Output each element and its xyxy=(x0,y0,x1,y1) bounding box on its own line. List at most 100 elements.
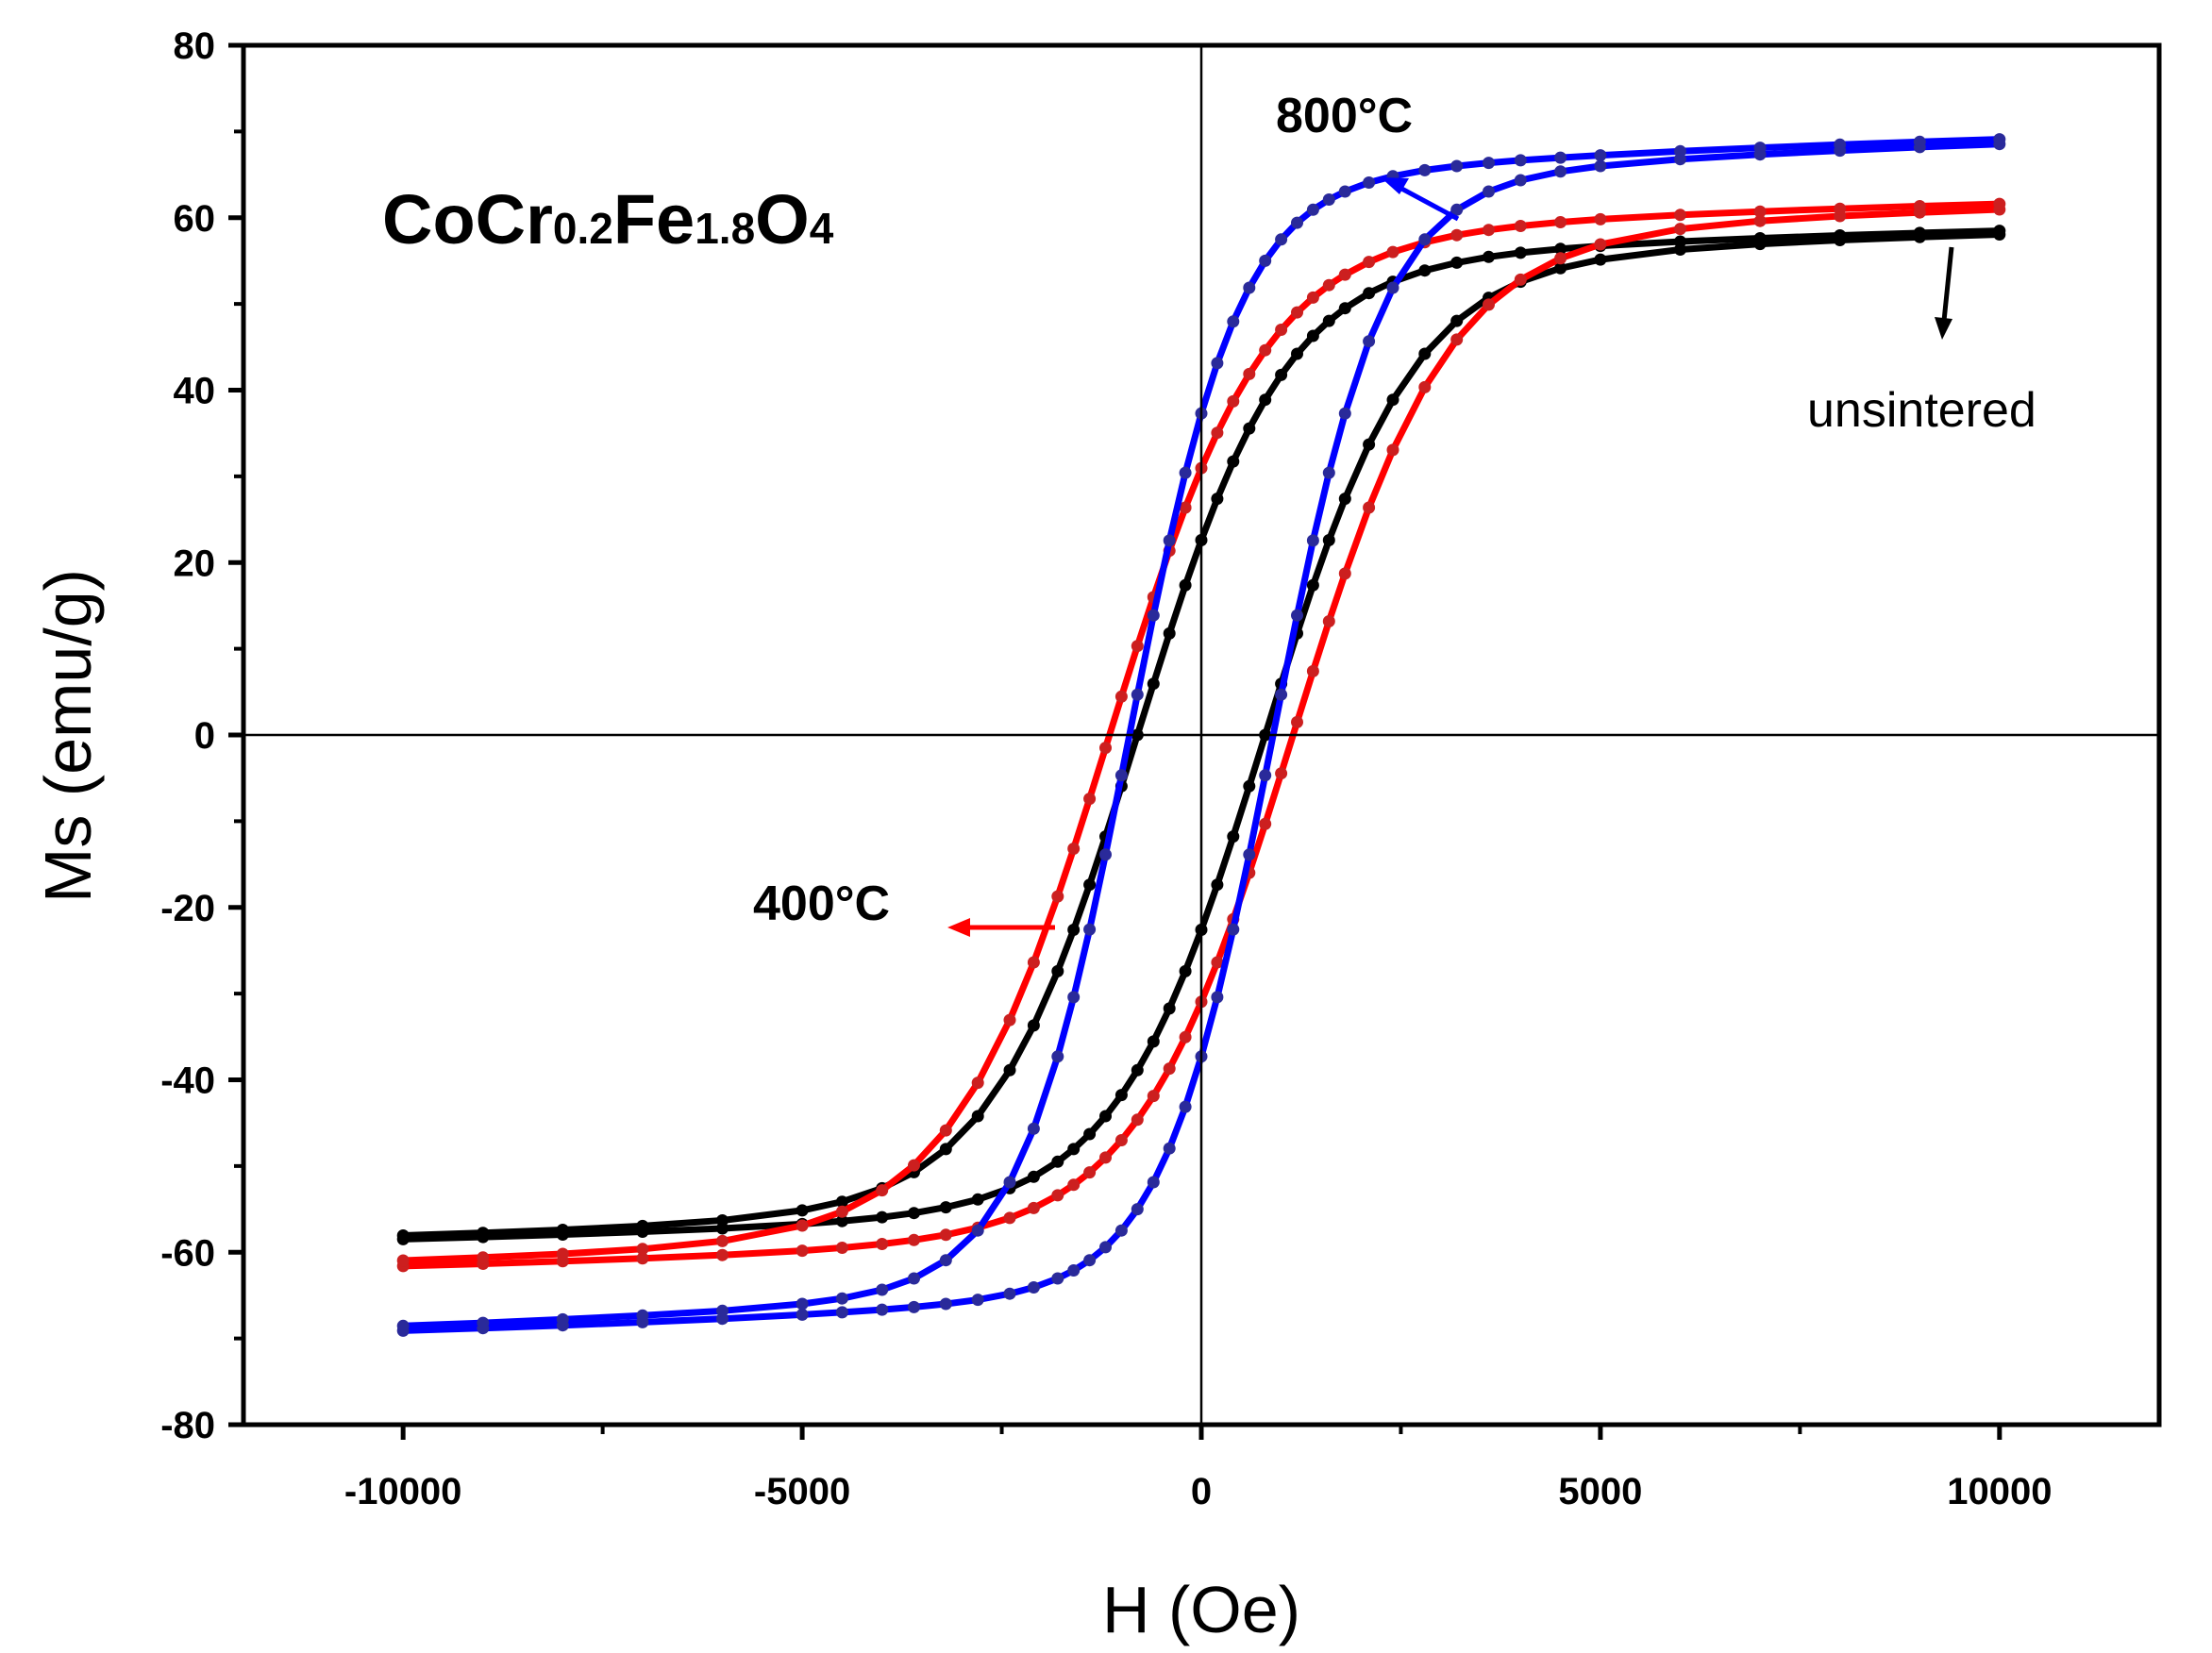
series-0-point xyxy=(1753,232,1767,244)
y-tick-label: -40 xyxy=(160,1060,215,1102)
series-0-point xyxy=(1834,229,1847,242)
series-1-point xyxy=(1291,715,1303,728)
series-0-point xyxy=(796,1204,809,1217)
series-1-point xyxy=(1322,278,1335,292)
series-2-point xyxy=(1227,923,1240,936)
series-0-point xyxy=(1243,422,1256,435)
y-tick-label: 40 xyxy=(174,371,216,412)
series-2-point xyxy=(1211,357,1224,370)
series-2-point xyxy=(1275,688,1288,701)
series-2-point xyxy=(556,1312,569,1326)
series-0-point xyxy=(1131,1063,1144,1077)
series-1-point xyxy=(1514,273,1527,286)
series-2-point xyxy=(1338,407,1351,420)
series-0-point xyxy=(1322,314,1335,327)
series-2-point xyxy=(908,1300,920,1313)
series-1-point xyxy=(1674,223,1686,236)
series-0-point xyxy=(1147,677,1160,691)
series-0-point xyxy=(636,1219,649,1232)
series-0-point xyxy=(1114,1089,1128,1102)
series-1-point xyxy=(1483,224,1495,237)
series-0-point xyxy=(1067,1143,1081,1156)
series-1-point xyxy=(1051,890,1064,903)
series-2-point xyxy=(1338,185,1351,198)
series-1-point xyxy=(1083,793,1097,806)
series-1-point xyxy=(1322,615,1335,627)
series-1-point xyxy=(1211,956,1224,969)
series-1-point xyxy=(1099,742,1112,755)
series-1-point xyxy=(939,1124,952,1137)
series-0-point xyxy=(1363,287,1376,300)
series-1-point xyxy=(908,1233,920,1246)
series-2-point xyxy=(1051,1050,1064,1063)
series-1-point xyxy=(1913,200,1926,212)
series-2-point xyxy=(1913,135,1926,148)
series-0-point xyxy=(1338,302,1351,315)
series-0-point xyxy=(1363,438,1376,451)
800c-arrow-line xyxy=(1393,182,1460,222)
series-0-point xyxy=(908,1207,920,1220)
series-0-point xyxy=(1163,1002,1176,1015)
annotations: 800°C 400°C unsintered xyxy=(753,89,2036,937)
series-2-point xyxy=(1514,154,1527,167)
series-0-point xyxy=(1514,246,1527,259)
formula-element: CoCr xyxy=(382,180,553,259)
label-400c: 400°C xyxy=(753,877,890,931)
series-2-point xyxy=(1993,133,2006,146)
series-2-point xyxy=(1275,233,1288,246)
series-1-point xyxy=(636,1243,649,1256)
series-0-point xyxy=(1163,626,1176,640)
series-1-point xyxy=(1363,501,1376,514)
series-1-point xyxy=(1306,664,1319,677)
formula-subscript: 0.2 xyxy=(553,204,613,253)
series-2-point xyxy=(1243,281,1256,294)
series-2-point xyxy=(876,1283,889,1296)
series-2-point xyxy=(1674,144,1686,158)
series-0-point xyxy=(1483,250,1495,263)
series-0-point xyxy=(876,1211,889,1224)
series-2-point xyxy=(1418,233,1432,246)
series-1-point xyxy=(716,1234,729,1247)
series-1-point xyxy=(1027,1201,1040,1214)
series-2-point xyxy=(1067,1264,1081,1277)
series-2-point xyxy=(1594,149,1607,162)
series-1-point xyxy=(835,1242,848,1254)
series-0-point xyxy=(1051,1155,1064,1168)
series-1-point xyxy=(835,1205,848,1218)
series-2-point xyxy=(1083,1254,1097,1267)
series-2-point xyxy=(796,1297,809,1311)
series-1-point xyxy=(556,1247,569,1261)
series-2-point xyxy=(1450,203,1464,216)
series-0-point xyxy=(1051,964,1064,977)
series-0-point xyxy=(1027,1170,1040,1183)
400c-arrow-head xyxy=(947,918,970,937)
series-2-point xyxy=(1363,176,1376,189)
series-0-point xyxy=(1338,493,1351,506)
series-0-point xyxy=(1913,226,1926,240)
series-2-point xyxy=(1306,203,1319,216)
y-tick-label: -80 xyxy=(160,1405,215,1446)
series-1-point xyxy=(1418,380,1432,393)
series-2-point xyxy=(1131,1203,1144,1216)
series-1-point xyxy=(1243,367,1256,380)
sample-formula: CoCr0.2Fe1.8O4 xyxy=(382,180,834,259)
series-2-point xyxy=(1259,254,1272,267)
y-tick-label: 20 xyxy=(174,543,216,584)
series-1-point xyxy=(1163,1062,1176,1076)
series-2-point xyxy=(1099,848,1112,861)
series-0-point xyxy=(1291,347,1303,360)
series-2-point xyxy=(1450,159,1464,173)
series-2-point xyxy=(1003,1287,1016,1300)
series-2-point xyxy=(1363,335,1376,348)
series-2-point xyxy=(796,1308,809,1321)
series-0-point xyxy=(1179,964,1192,977)
series-1-point xyxy=(1386,443,1399,457)
series-2-point xyxy=(971,1294,984,1307)
series-0-point xyxy=(1083,878,1097,892)
label-800c: 800°C xyxy=(1276,89,1413,143)
series-0-point xyxy=(1147,1035,1160,1048)
series-2-point xyxy=(1083,923,1097,936)
y-tick-label: 60 xyxy=(174,198,216,240)
series-2-point xyxy=(1147,609,1160,622)
